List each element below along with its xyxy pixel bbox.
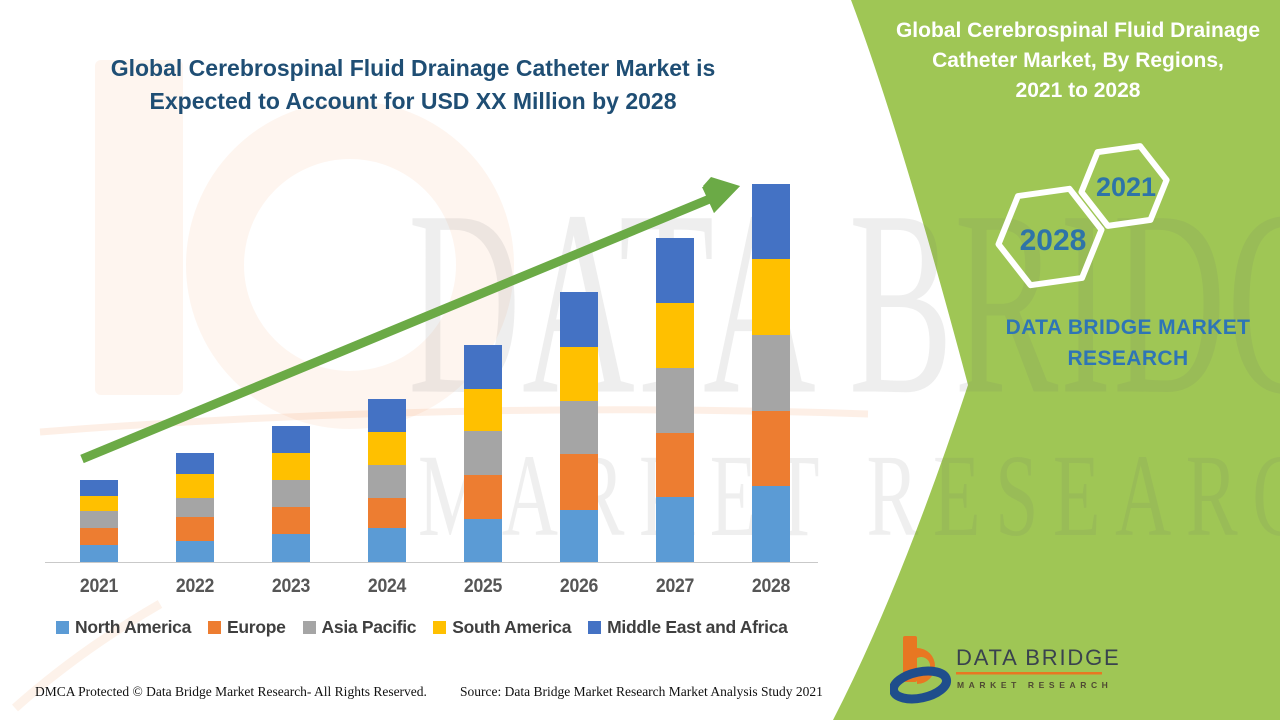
bar-segment-south-america	[272, 453, 310, 480]
bar-segment-south-america	[176, 474, 214, 498]
legend-swatch-icon	[433, 621, 447, 634]
bar-segment-south-america	[560, 347, 598, 401]
legend-swatch-icon	[302, 621, 316, 634]
logo-name: DATA BRIDGE	[956, 645, 1120, 670]
bar-2023	[272, 426, 310, 562]
bar-segment-europe	[464, 475, 502, 519]
x-axis-line	[45, 562, 818, 563]
bar-2027	[656, 238, 694, 562]
bar-segment-north-america	[80, 545, 118, 562]
bar-segment-south-america	[656, 303, 694, 368]
x-axis-label-2022: 2022	[175, 576, 215, 597]
bar-segment-middle-east-and-africa	[272, 426, 310, 453]
bar-2022	[176, 453, 214, 562]
bar-segment-europe	[80, 528, 118, 545]
bar-segment-asia-pacific	[656, 368, 694, 433]
logo-divider	[956, 672, 1102, 675]
databridge-logo: DATA BRIDGE MARKET RESEARCH	[890, 636, 1120, 704]
bar-segment-south-america	[80, 496, 118, 511]
panel-brand-line2: RESEARCH	[1067, 347, 1189, 370]
x-axis-label-2025: 2025	[463, 576, 503, 597]
chart-title: Global Cerebrospinal Fluid Drainage Cath…	[58, 52, 768, 118]
bar-segment-north-america	[560, 510, 598, 562]
bar-2021	[80, 480, 118, 562]
bar-segment-europe	[752, 411, 790, 486]
bar-segment-asia-pacific	[272, 480, 310, 507]
bar-segment-middle-east-and-africa	[560, 292, 598, 347]
bar-segment-north-america	[752, 486, 790, 562]
x-axis-label-2028: 2028	[751, 576, 791, 597]
year-hexagons: 2028 2021	[995, 143, 1170, 289]
bar-segment-south-america	[464, 389, 502, 431]
hexagon-2021-label: 2021	[1096, 172, 1156, 202]
panel-title: Global Cerebrospinal Fluid Drainage Cath…	[880, 16, 1276, 106]
bar-segment-europe	[176, 517, 214, 541]
bar-segment-europe	[368, 498, 406, 528]
bar-segment-europe	[560, 454, 598, 510]
bar-segment-middle-east-and-africa	[656, 238, 694, 303]
bar-segment-asia-pacific	[368, 465, 406, 498]
panel-title-line1: Global Cerebrospinal Fluid Drainage	[895, 19, 1261, 42]
bar-segment-middle-east-and-africa	[80, 480, 118, 496]
legend-label: Europe	[227, 617, 286, 637]
bar-2028	[752, 184, 790, 562]
legend-label: Middle East and Africa	[607, 617, 788, 637]
bar-segment-middle-east-and-africa	[368, 399, 406, 432]
logo-b-icon	[890, 636, 952, 704]
dmca-notice: DMCA Protected © Data Bridge Market Rese…	[35, 684, 427, 699]
legend-swatch-icon	[588, 621, 602, 634]
bar-segment-middle-east-and-africa	[752, 184, 790, 259]
bar-segment-europe	[272, 507, 310, 534]
chart-title-line1: Global Cerebrospinal Fluid Drainage Cath…	[110, 55, 716, 81]
legend-swatch-icon	[56, 621, 69, 634]
bar-segment-middle-east-and-africa	[176, 453, 214, 474]
chart-legend: North America Europe Asia Pacific South Ame…	[56, 617, 788, 638]
legend-label: North America	[75, 617, 192, 637]
legend-item-middle-east-and-africa: Middle East and Africa	[588, 617, 788, 638]
bar-2026	[560, 292, 598, 562]
x-axis-label-2024: 2024	[367, 576, 407, 597]
legend-label: Asia Pacific	[321, 617, 417, 637]
panel-title-line3: 2021 to 2028	[1015, 79, 1141, 102]
logo-tagline: MARKET RESEARCH	[957, 680, 1112, 690]
bar-segment-north-america	[176, 541, 214, 562]
legend-item-asia-pacific: Asia Pacific	[302, 617, 417, 638]
x-axis-label-2021: 2021	[79, 576, 119, 597]
legend-item-south-america: South America	[433, 617, 571, 638]
legend-item-north-america: North America	[56, 617, 191, 638]
bar-segment-south-america	[752, 259, 790, 335]
bar-segment-middle-east-and-africa	[464, 345, 502, 389]
bar-segment-north-america	[272, 534, 310, 562]
panel-brand-text: DATA BRIDGE MARKET RESEARCH	[990, 312, 1266, 374]
bar-segment-north-america	[368, 528, 406, 562]
panel-brand-line1: DATA BRIDGE MARKET	[1005, 316, 1251, 339]
bar-segment-north-america	[464, 519, 502, 562]
bar-2025	[464, 345, 502, 562]
x-axis-label-2027: 2027	[655, 576, 695, 597]
hexagon-2028-label: 2028	[1020, 224, 1087, 257]
bar-segment-asia-pacific	[80, 511, 118, 528]
panel-title-line2: Catheter Market, By Regions,	[932, 49, 1224, 72]
x-axis-label-2023: 2023	[271, 576, 311, 597]
bar-segment-europe	[656, 433, 694, 497]
bar-2024	[368, 399, 406, 562]
bar-segment-asia-pacific	[752, 335, 790, 411]
source-note: Source: Data Bridge Market Research Mark…	[460, 684, 823, 699]
bar-segment-south-america	[368, 432, 406, 465]
chart-title-line2: Expected to Account for USD XX Million b…	[149, 88, 677, 114]
x-axis-label-2026: 2026	[559, 576, 599, 597]
bar-segment-asia-pacific	[176, 498, 214, 517]
bar-segment-asia-pacific	[464, 431, 502, 475]
bar-segment-asia-pacific	[560, 401, 598, 454]
legend-swatch-icon	[208, 621, 222, 634]
bar-segment-north-america	[656, 497, 694, 562]
legend-item-europe: Europe	[208, 617, 286, 638]
legend-label: South America	[452, 617, 572, 637]
